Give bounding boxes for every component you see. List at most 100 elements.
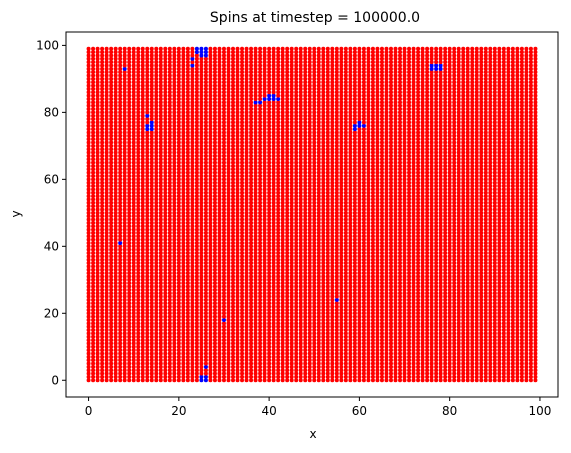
spin-up-point bbox=[113, 76, 118, 81]
chart-title: Spins at timestep = 100000.0 bbox=[210, 10, 420, 26]
spin-up-point bbox=[100, 153, 105, 158]
spin-up-point bbox=[104, 184, 109, 189]
spin-up-point bbox=[95, 147, 100, 152]
spin-up-point bbox=[104, 234, 109, 239]
spin-up-point bbox=[109, 53, 114, 58]
spin-up-point bbox=[91, 321, 96, 326]
spin-up-point bbox=[95, 207, 100, 212]
spin-up-point bbox=[86, 328, 91, 333]
spin-up-point bbox=[109, 301, 114, 306]
spin-up-point bbox=[86, 287, 91, 292]
spin-up-point bbox=[113, 351, 118, 356]
spin-up-point bbox=[113, 331, 118, 336]
spin-up-point bbox=[86, 307, 91, 312]
spin-up-point bbox=[104, 361, 109, 366]
spin-up-point bbox=[154, 46, 159, 51]
spin-up-point bbox=[95, 344, 100, 349]
spin-up-point bbox=[113, 200, 118, 205]
spin-up-point bbox=[113, 190, 118, 195]
spin-up-point bbox=[104, 190, 109, 195]
spin-up-point bbox=[100, 344, 105, 349]
spin-up-point bbox=[86, 194, 91, 199]
spin-up-point bbox=[104, 324, 109, 329]
spin-up-point bbox=[109, 364, 114, 369]
spin-up-point bbox=[91, 137, 96, 142]
spin-up-point bbox=[104, 374, 109, 379]
spin-up-point bbox=[104, 204, 109, 209]
spin-up-point bbox=[100, 227, 105, 232]
spin-up-point bbox=[86, 107, 91, 112]
spin-up-point bbox=[109, 264, 114, 269]
spin-up-point bbox=[104, 173, 109, 178]
spin-up-point bbox=[113, 214, 118, 219]
spin-up-point bbox=[113, 50, 118, 55]
spin-up-point bbox=[109, 147, 114, 152]
spin-up-point bbox=[95, 123, 100, 128]
spin-up-point bbox=[91, 177, 96, 182]
spin-up-point bbox=[91, 220, 96, 225]
spin-up-point bbox=[100, 314, 105, 319]
spin-up-point bbox=[100, 100, 105, 105]
spin-up-point bbox=[104, 287, 109, 292]
spin-up-point bbox=[95, 194, 100, 199]
spin-up-point bbox=[91, 287, 96, 292]
spin-up-point bbox=[100, 86, 105, 91]
spin-up-point bbox=[95, 271, 100, 276]
spin-up-point bbox=[113, 167, 118, 172]
spin-up-point bbox=[100, 190, 105, 195]
spin-up-point bbox=[158, 46, 163, 51]
spin-up-point bbox=[113, 284, 118, 289]
spin-up-point bbox=[91, 63, 96, 68]
spin-up-point bbox=[86, 153, 91, 158]
spin-up-point bbox=[100, 217, 105, 222]
spin-up-point bbox=[109, 90, 114, 95]
spin-up-point bbox=[217, 46, 222, 51]
spin-up-point bbox=[95, 173, 100, 178]
spin-up-point bbox=[95, 120, 100, 125]
spin-up-point bbox=[104, 133, 109, 138]
spin-up-point bbox=[91, 120, 96, 125]
spin-up-point bbox=[118, 364, 123, 369]
spin-up-point bbox=[104, 338, 109, 343]
spin-up-point bbox=[86, 257, 91, 262]
spin-up-point bbox=[109, 234, 114, 239]
spin-up-point bbox=[91, 274, 96, 279]
spin-up-point bbox=[86, 240, 91, 245]
spin-up-point bbox=[113, 100, 118, 105]
spin-up-point bbox=[95, 93, 100, 98]
spin-up-point bbox=[95, 261, 100, 266]
spin-up-point bbox=[113, 60, 118, 65]
spin-up-point bbox=[109, 331, 114, 336]
spin-up-point bbox=[91, 301, 96, 306]
spin-up-point bbox=[86, 187, 91, 192]
spin-up-point bbox=[100, 244, 105, 249]
spin-up-point bbox=[91, 237, 96, 242]
spin-up-point bbox=[86, 160, 91, 165]
spin-up-point bbox=[91, 277, 96, 282]
spin-up-point bbox=[109, 140, 114, 145]
spin-up-point bbox=[113, 267, 118, 272]
spin-up-point bbox=[91, 90, 96, 95]
spin-up-point bbox=[100, 240, 105, 245]
spin-up-point bbox=[172, 46, 177, 51]
spin-up-point bbox=[95, 368, 100, 373]
spin-up-point bbox=[91, 93, 96, 98]
spin-up-point bbox=[100, 157, 105, 162]
spin-up-point bbox=[109, 294, 114, 299]
spin-up-point bbox=[95, 301, 100, 306]
spin-up-point bbox=[100, 177, 105, 182]
spin-up-point bbox=[95, 284, 100, 289]
spin-up-point bbox=[113, 180, 118, 185]
spin-up-point bbox=[91, 371, 96, 376]
spin-up-point bbox=[86, 170, 91, 175]
spin-up-point bbox=[100, 130, 105, 135]
spin-up-point bbox=[91, 324, 96, 329]
spin-up-point bbox=[118, 354, 123, 359]
spin-up-point bbox=[109, 361, 114, 366]
spin-up-point bbox=[109, 173, 114, 178]
spin-up-point bbox=[86, 90, 91, 95]
spin-up-point bbox=[100, 207, 105, 212]
spin-up-point bbox=[100, 96, 105, 101]
spin-up-point bbox=[104, 153, 109, 158]
spin-up-point bbox=[104, 351, 109, 356]
